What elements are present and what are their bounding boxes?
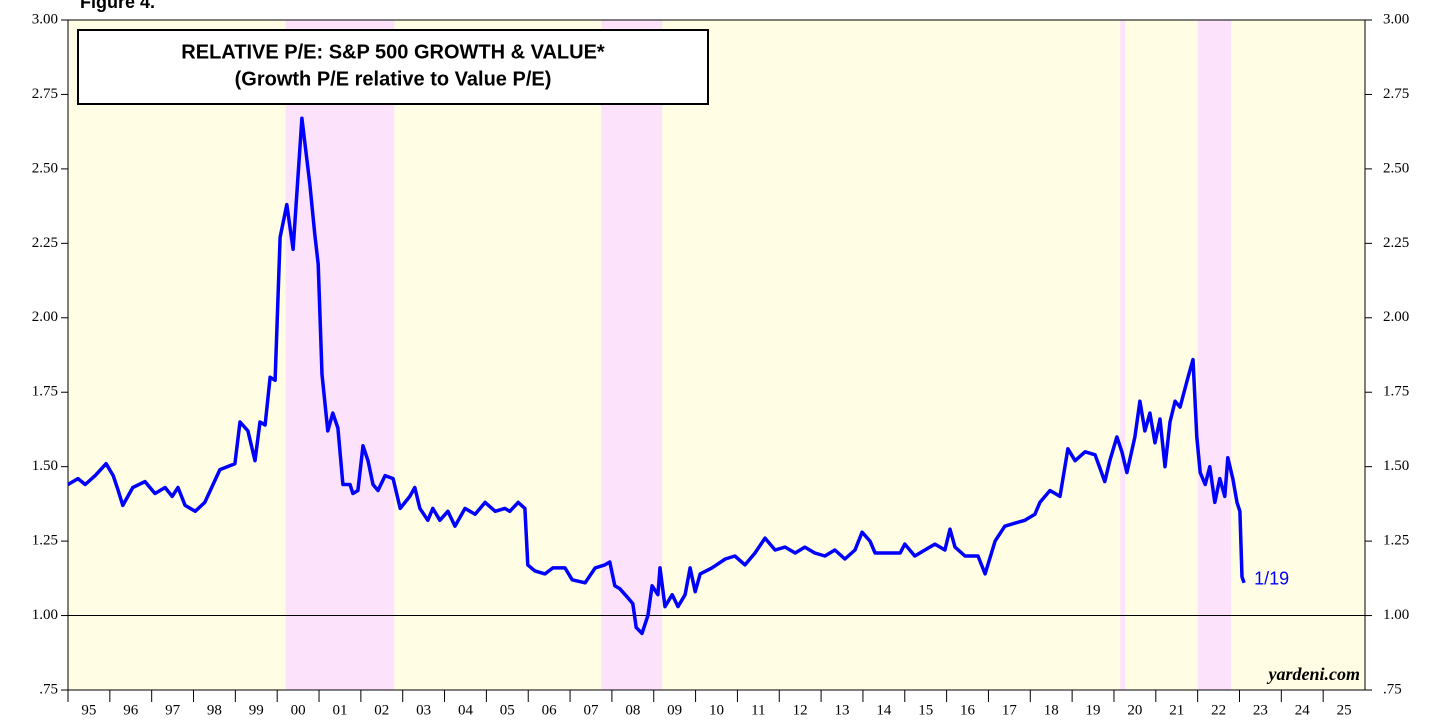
x-tick-label: 19 [1086,702,1101,718]
end-annotation: 1/19 [1254,569,1289,589]
x-tick-label: 13 [835,702,850,718]
y-tick-label: 1.25 [32,533,58,549]
y2-tick-label: 1.25 [1383,533,1409,549]
y2-tick-label: 1.50 [1383,458,1409,474]
y-tick-label: 1.75 [32,384,58,400]
figure-label: Figure 4. [80,0,155,12]
plot-background [68,20,1365,690]
x-tick-label: 22 [1211,702,1226,718]
y2-tick-label: 3.00 [1383,11,1409,27]
y2-tick-label: 2.75 [1383,86,1409,102]
y2-tick-label: 2.25 [1383,235,1409,251]
y2-tick-label: 2.50 [1383,160,1409,176]
y-tick-label: 2.50 [32,160,58,176]
y2-tick-label: 1.00 [1383,607,1409,623]
x-tick-label: 15 [918,702,933,718]
x-tick-label: 23 [1253,702,1268,718]
shaded-period [1197,20,1232,690]
title-box [77,29,709,105]
y-tick-label: 2.00 [32,309,58,325]
x-tick-label: 00 [291,702,306,718]
x-tick-label: 01 [332,702,347,718]
x-tick-label: 08 [625,702,640,718]
x-tick-label: 17 [1002,702,1018,718]
x-tick-label: 16 [960,702,976,718]
x-tick-label: 07 [583,702,599,718]
y-tick-label: 1.00 [32,607,58,623]
x-tick-label: 11 [751,702,765,718]
x-tick-label: 18 [1044,702,1059,718]
x-tick-label: 96 [123,702,139,718]
y-tick-label: 2.75 [32,86,58,102]
x-tick-label: 21 [1169,702,1184,718]
x-tick-label: 20 [1127,702,1142,718]
x-tick-label: 05 [500,702,515,718]
x-tick-label: 10 [709,702,724,718]
shaded-period [1120,20,1126,690]
plot-frame [67,19,1366,691]
x-tick-label: 12 [793,702,808,718]
x-tick-label: 09 [667,702,682,718]
source: yardeni.com [1267,664,1361,684]
x-tick-label: 02 [374,702,389,718]
chart-subtitle: (Growth P/E relative to Value P/E) [235,68,552,90]
y2-tick-label: .75 [1383,681,1402,697]
x-tick-label: 98 [207,702,222,718]
y-tick-label: 1.50 [32,458,58,474]
y-tick-label: 3.00 [32,11,58,27]
y-tick-label: .75 [39,681,58,697]
x-tick-label: 95 [81,702,96,718]
x-tick-label: 04 [458,702,474,718]
x-tick-label: 03 [416,702,431,718]
x-tick-label: 97 [165,702,181,718]
x-tick-label: 14 [876,702,892,718]
data-line [67,116,1246,636]
y2-tick-label: 1.75 [1383,384,1409,400]
y2-tick-label: 2.00 [1383,309,1409,325]
y-tick-label: 2.25 [32,235,58,251]
x-tick-label: 06 [542,702,558,718]
x-tick-label: 99 [249,702,264,718]
chart-title: RELATIVE P/E: S&P 500 GROWTH & VALUE* [181,41,605,63]
x-tick-label: 24 [1295,702,1311,718]
x-tick-label: 25 [1337,702,1352,718]
